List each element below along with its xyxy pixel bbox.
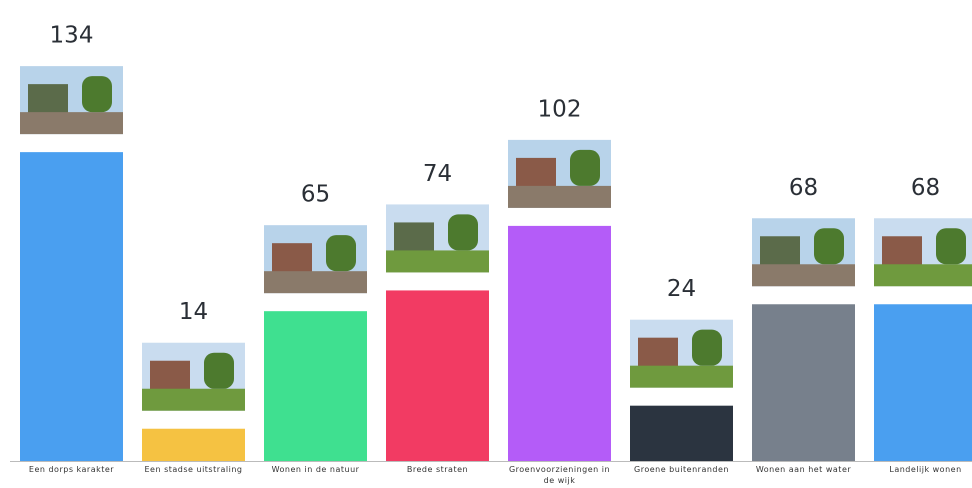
category-label: Landelijk wonen [889, 465, 962, 474]
photo-building [394, 222, 434, 253]
photo-tree [82, 76, 112, 113]
photo-tree [692, 329, 722, 366]
photo [752, 218, 855, 287]
category-label: Een dorps karakter [28, 465, 115, 474]
photo [630, 319, 733, 388]
bar [264, 311, 367, 461]
photo-building [638, 337, 678, 368]
photo [20, 66, 123, 135]
photo-ground [20, 112, 123, 135]
photo-building [150, 360, 190, 391]
photo [264, 225, 367, 294]
value-label: 14 [179, 299, 208, 325]
photo-tree [814, 228, 844, 265]
category-label: Brede straten [406, 465, 469, 474]
value-label: 74 [423, 161, 452, 187]
photo-ground [752, 264, 855, 287]
photo-ground [386, 250, 489, 273]
photo [874, 218, 972, 287]
photo [142, 342, 245, 411]
bar [874, 304, 972, 461]
bar [20, 152, 123, 461]
photo-ground [874, 264, 972, 287]
bar [508, 225, 611, 461]
photo-building [28, 84, 68, 115]
photo-ground [630, 365, 733, 388]
photo-tree [448, 214, 478, 251]
value-label: 134 [50, 23, 94, 49]
photo-ground [264, 271, 367, 294]
photo [508, 139, 611, 208]
photo-building [516, 157, 556, 188]
category-label: Wonen aan het water [755, 465, 852, 474]
value-label: 68 [911, 175, 940, 201]
category-label: Groene buitenranden [634, 465, 729, 474]
category-label: Wonen in de natuur [271, 465, 360, 474]
photo-tree [326, 235, 356, 272]
photo-ground [508, 185, 611, 208]
photo-building [760, 236, 800, 267]
category-label: Een stadse uitstraling [144, 465, 243, 474]
value-label: 102 [538, 96, 582, 122]
bar [752, 304, 855, 461]
photo-building [882, 236, 922, 267]
value-label: 68 [789, 175, 818, 201]
value-label: 65 [301, 182, 330, 208]
photo-ground [142, 388, 245, 411]
bar [142, 428, 245, 461]
photo-tree [936, 228, 966, 265]
photo-building [272, 243, 312, 274]
value-label: 24 [667, 276, 696, 302]
photo [386, 204, 489, 273]
category-label: Groenvoorzieningen in de wijk [508, 465, 611, 485]
photo-tree [204, 352, 234, 389]
bar [630, 405, 733, 461]
bar [386, 290, 489, 461]
photo-tree [570, 149, 600, 186]
